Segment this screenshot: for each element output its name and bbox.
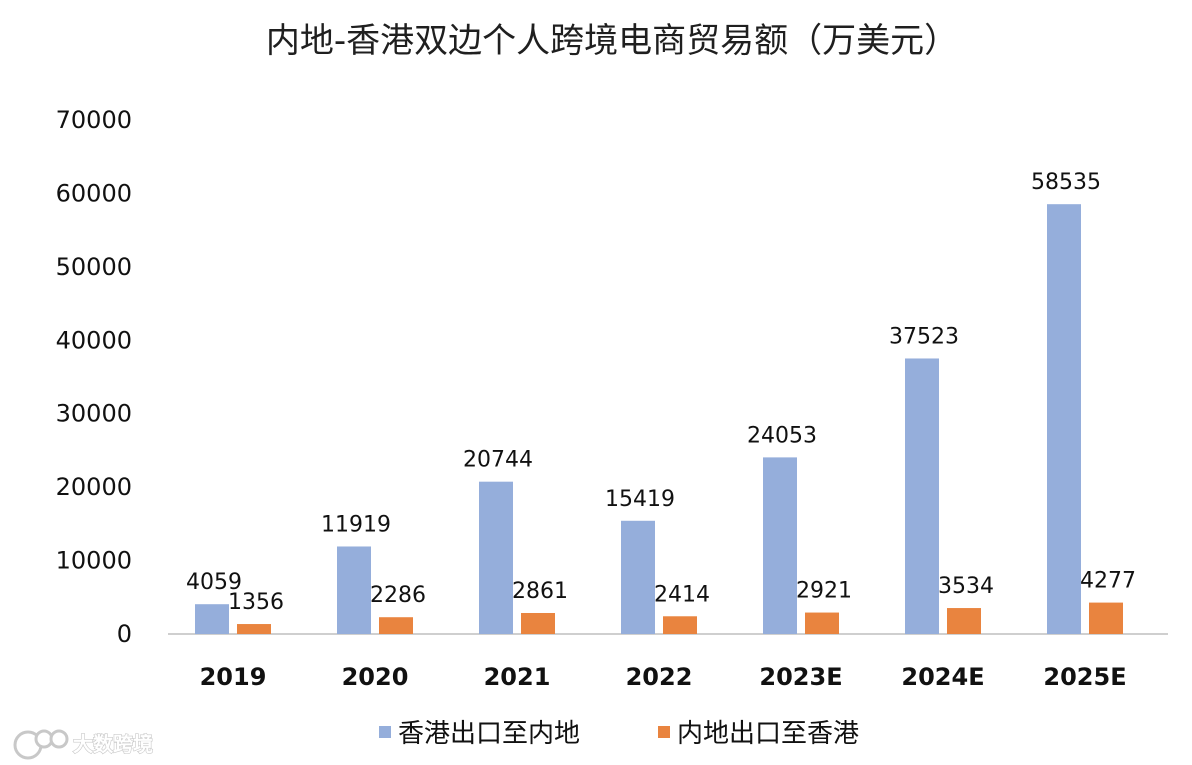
bar-mainland-to-hk <box>237 624 271 634</box>
y-tick-label: 20000 <box>56 473 132 501</box>
x-tick-label: 2024E <box>901 663 984 691</box>
y-tick-label: 50000 <box>56 253 132 281</box>
y-axis: 0 10000 20000 30000 40000 50000 60000 70000 <box>56 106 132 648</box>
data-label: 58535 <box>1031 170 1101 195</box>
bar-mainland-to-hk <box>379 617 413 634</box>
x-tick-label: 2023E <box>759 663 842 691</box>
bar-mainland-to-hk <box>805 612 839 634</box>
bar-mainland-to-hk <box>663 616 697 634</box>
data-label: 2861 <box>512 579 568 604</box>
bar-hk-to-mainland <box>479 481 513 634</box>
y-tick-label: 10000 <box>56 547 132 575</box>
data-label: 11919 <box>321 512 391 537</box>
bar-hk-to-mainland <box>337 546 371 634</box>
legend-label-hk-to-mainland: 香港出口至内地 <box>398 719 580 749</box>
bar-hk-to-mainland <box>905 358 939 634</box>
bar-mainland-to-hk <box>947 608 981 634</box>
bar-hk-to-mainland <box>763 457 797 634</box>
x-tick-label: 2020 <box>342 663 409 691</box>
y-tick-label: 60000 <box>56 179 132 207</box>
data-label: 15419 <box>605 487 675 512</box>
data-label: 1356 <box>228 590 284 615</box>
y-tick-label: 70000 <box>56 106 132 134</box>
data-label: 2286 <box>370 583 426 608</box>
legend-swatch-mainland-to-hk <box>658 726 670 738</box>
watermark: 大数跨境 <box>13 729 154 760</box>
y-tick-label: 0 <box>117 620 132 648</box>
bar-hk-to-mainland <box>1047 204 1081 634</box>
bar-mainland-to-hk <box>521 612 555 634</box>
legend: 香港出口至内地 内地出口至香港 <box>379 719 859 749</box>
data-label: 37523 <box>889 324 959 349</box>
legend-label-mainland-to-hk: 内地出口至香港 <box>677 719 859 749</box>
chart-title: 内地-香港双边个人跨境电商贸易额（万美元） <box>266 21 958 61</box>
watermark-text: 大数跨境 <box>73 732 153 756</box>
data-label: 2414 <box>654 582 710 607</box>
bar-hk-to-mainland <box>195 604 229 634</box>
x-tick-label: 2022 <box>626 663 693 691</box>
bars <box>195 204 1123 634</box>
legend-swatch-hk-to-mainland <box>379 726 391 738</box>
data-label: 20744 <box>463 448 533 473</box>
x-tick-label: 2019 <box>200 663 267 691</box>
logo-icon <box>13 729 69 760</box>
data-label: 24053 <box>747 423 817 448</box>
y-tick-label: 30000 <box>56 400 132 428</box>
bar-hk-to-mainland <box>621 520 655 634</box>
x-tick-label: 2025E <box>1043 663 1126 691</box>
data-label: 3534 <box>938 574 994 599</box>
data-labels: 4059 11919 20744 15419 24053 37523 58535 1356 22… <box>186 170 1136 615</box>
data-label: 4277 <box>1080 569 1136 594</box>
x-tick-label: 2021 <box>484 663 551 691</box>
y-tick-label: 40000 <box>56 326 132 354</box>
data-label: 2921 <box>796 579 852 604</box>
x-axis: 2019 2020 2021 2022 2023E 2024E 2025E <box>168 633 1168 691</box>
bar-mainland-to-hk <box>1089 602 1123 634</box>
data-label: 4059 <box>186 570 242 595</box>
